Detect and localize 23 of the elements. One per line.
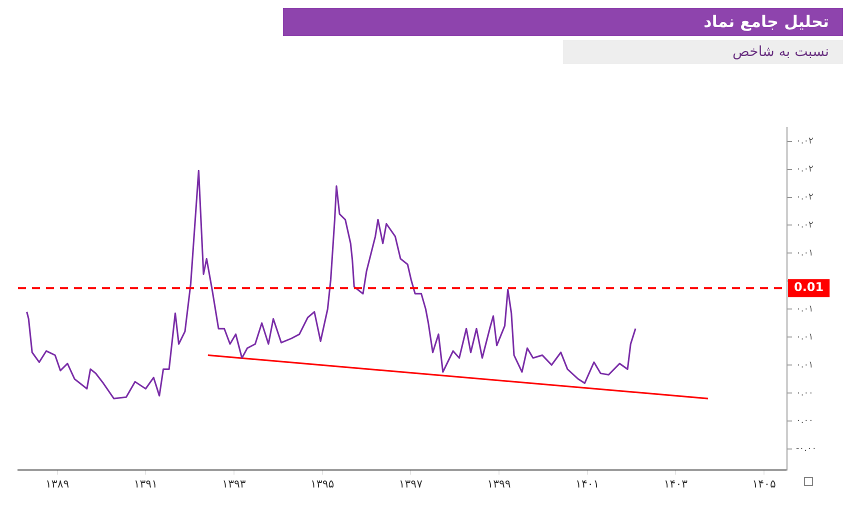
x-tick-label: ۱۳۹۵ bbox=[310, 477, 334, 490]
y-tick-label: ۰.۰۱ bbox=[796, 304, 814, 314]
y-tick-label: -۰.۰۰ bbox=[796, 444, 817, 454]
y-tick-label: ۰.۰۱ bbox=[796, 332, 814, 342]
chart-subtitle: نسبت به شاخص bbox=[563, 40, 843, 64]
x-tick-label: ۱۳۹۷ bbox=[398, 477, 423, 490]
ref-line-label: 0.01 bbox=[794, 280, 824, 294]
chart-title: تحلیل جامع نماد bbox=[283, 8, 843, 36]
x-tick-label: ۱۴۰۱ bbox=[576, 477, 600, 490]
y-tick-label: ۰.۰۲ bbox=[796, 192, 814, 203]
y-tick-label: ۰.۰۱ bbox=[796, 360, 814, 370]
y-tick-label: ۰.۰۲ bbox=[796, 220, 814, 231]
y-tick-label: ۰.۰۰ bbox=[796, 416, 814, 426]
y-tick-label: ۰.۰۲ bbox=[796, 164, 814, 175]
x-tick-label: ۱۳۸۹ bbox=[45, 477, 70, 490]
x-tick-label: ۱۴۰۵ bbox=[752, 477, 776, 490]
x-tick-label: ۱۳۹۱ bbox=[134, 477, 158, 490]
x-tick-label: ۱۴۰۳ bbox=[664, 477, 688, 490]
y-tick-label: ۰.۰۲ bbox=[796, 136, 814, 147]
y-tick-label: ۰.۰۱ bbox=[796, 248, 814, 259]
x-tick-label: ۱۳۹۳ bbox=[222, 477, 246, 490]
y-tick-label: ۰.۰۰ bbox=[796, 388, 814, 398]
x-tick-label: ۱۳۹۹ bbox=[487, 477, 511, 490]
